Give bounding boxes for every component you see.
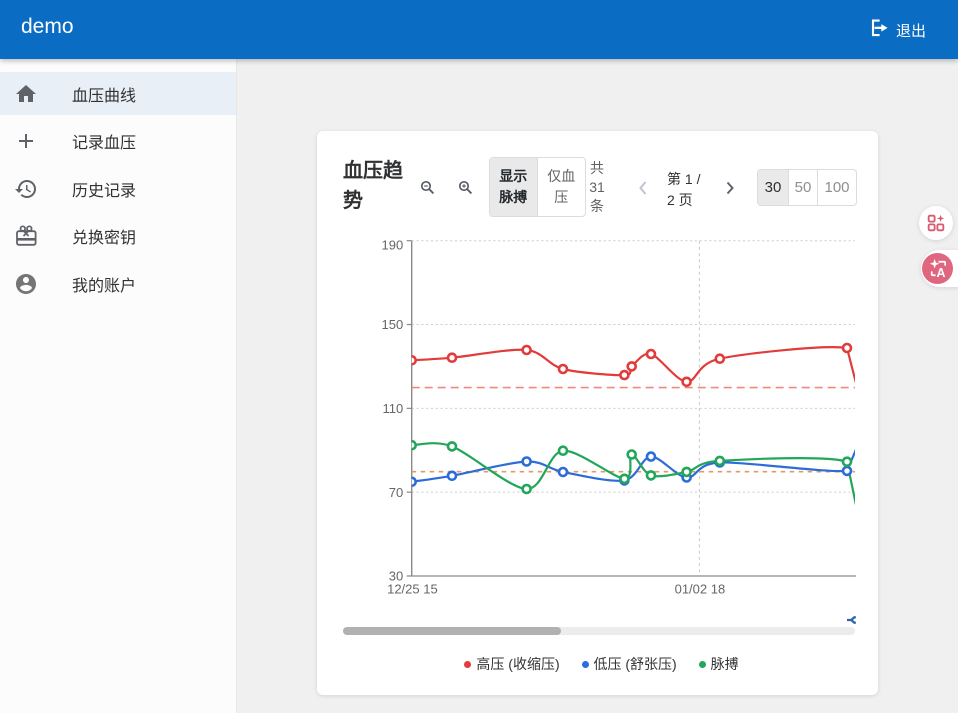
svg-text:150: 150 [381, 317, 403, 332]
svg-text:30: 30 [389, 569, 403, 584]
svg-text:70: 70 [389, 485, 403, 500]
svg-text:190: 190 [381, 237, 403, 252]
svg-text:01/02 18: 01/02 18 [675, 582, 726, 597]
svg-text:12/25 15: 12/25 15 [387, 582, 438, 597]
svg-text:110: 110 [382, 401, 403, 416]
svg-text:A: A [937, 266, 946, 280]
